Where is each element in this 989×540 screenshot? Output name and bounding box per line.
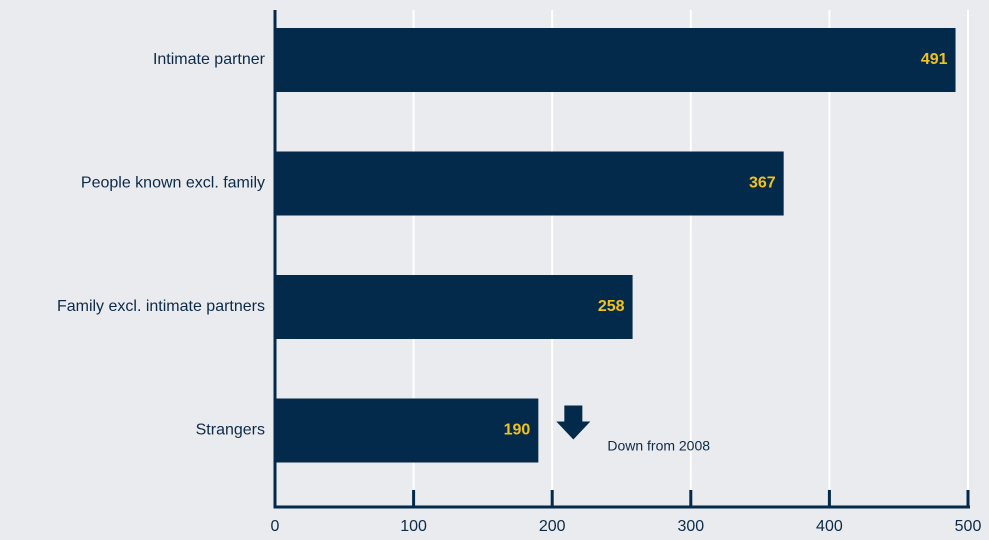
category-labels: Intimate partner People known excl. famil… xyxy=(57,51,266,439)
axes xyxy=(273,10,970,509)
bar xyxy=(275,398,539,463)
annotation: Down from 2008 xyxy=(556,405,710,454)
x-tick-label: 400 xyxy=(816,518,843,535)
category-label: Family excl. intimate partners xyxy=(57,298,265,315)
bar xyxy=(275,28,956,92)
down-arrow-icon xyxy=(556,405,591,440)
data-label: 190 xyxy=(504,422,531,439)
data-labels: 491 367 258 190 xyxy=(504,51,948,439)
x-tick-label: 300 xyxy=(677,518,704,535)
data-label: 491 xyxy=(921,51,948,68)
category-label: Intimate partner xyxy=(153,51,266,68)
bar xyxy=(275,275,633,339)
bar xyxy=(275,151,784,216)
x-tick-label: 200 xyxy=(539,518,566,535)
x-tick-label: 0 xyxy=(271,518,280,535)
category-label: Strangers xyxy=(196,422,265,439)
annotation-text: Down from 2008 xyxy=(607,438,710,454)
x-tick-labels: 0 100 200 300 400 500 xyxy=(271,518,982,535)
data-label: 258 xyxy=(598,298,625,315)
bars xyxy=(275,28,956,463)
x-tick-label: 500 xyxy=(955,518,982,535)
data-label: 367 xyxy=(749,175,776,192)
category-label: People known excl. family xyxy=(81,175,265,192)
x-tick-label: 100 xyxy=(400,518,427,535)
